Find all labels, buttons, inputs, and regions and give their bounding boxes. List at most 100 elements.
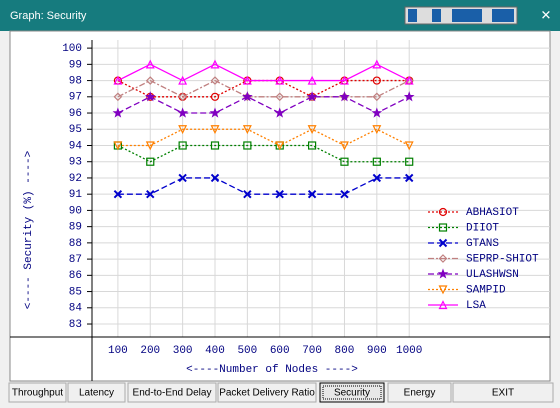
y-tick-label: 83 xyxy=(69,319,82,331)
marker xyxy=(438,207,448,217)
y-tick-label: 85 xyxy=(69,286,82,298)
tab-bar: Throughput Latency End-to-End Delay Packet … xyxy=(8,382,554,403)
x-tick-label: 300 xyxy=(173,345,193,357)
tab-label[interactable]: Energy xyxy=(404,388,436,399)
y-tick-label: 92 xyxy=(69,173,82,185)
marker xyxy=(372,125,382,135)
marker xyxy=(274,107,286,118)
legend-label: SAMPID xyxy=(466,284,506,296)
marker xyxy=(372,76,381,85)
marker xyxy=(242,75,252,85)
marker xyxy=(372,173,382,183)
marker xyxy=(145,59,155,69)
marker xyxy=(438,223,448,232)
y-tick-label: 100 xyxy=(62,43,82,55)
x-tick-label: 800 xyxy=(335,345,355,357)
marker xyxy=(209,107,221,118)
marker xyxy=(178,92,187,102)
y-tick-label: 86 xyxy=(69,270,82,282)
marker xyxy=(145,76,155,85)
tab-label[interactable]: Latency xyxy=(79,388,114,399)
marker xyxy=(404,173,414,183)
marker xyxy=(372,92,382,102)
y-tick-label: 99 xyxy=(69,59,82,71)
y-tick-label: 84 xyxy=(69,303,83,315)
tab[interactable] xyxy=(67,382,126,403)
x-tick-label: 500 xyxy=(237,345,257,357)
tab[interactable] xyxy=(127,382,217,403)
x-tick-label: 600 xyxy=(270,345,290,357)
marker xyxy=(307,189,317,199)
y-tick-label: 90 xyxy=(69,205,82,217)
marker xyxy=(372,157,381,166)
marker xyxy=(403,91,415,102)
marker xyxy=(112,107,124,118)
x-tick-label: 1000 xyxy=(396,345,422,357)
tab-label[interactable]: Throughput xyxy=(12,388,63,399)
toolbar-icons[interactable] xyxy=(404,6,518,25)
y-tick-label: 97 xyxy=(69,92,82,104)
close-button[interactable]: ✕ xyxy=(541,7,552,22)
x-tick-label: 900 xyxy=(367,345,387,357)
x-tick-label: 200 xyxy=(140,345,160,357)
marker xyxy=(438,238,448,248)
marker xyxy=(339,75,349,85)
legend-label: ULASHWSN xyxy=(466,269,519,281)
series-line xyxy=(117,177,410,195)
marker xyxy=(438,300,448,310)
y-axis-label: <---- Security (%) ----> xyxy=(23,151,35,309)
marker xyxy=(275,141,285,151)
y-tick-label: 98 xyxy=(69,75,82,87)
marker xyxy=(404,75,414,85)
series-line xyxy=(117,144,410,163)
marker xyxy=(340,157,349,166)
marker xyxy=(210,76,220,85)
tab[interactable] xyxy=(217,382,317,403)
marker xyxy=(178,125,188,135)
y-tick-label: 94 xyxy=(69,140,83,152)
marker xyxy=(210,125,220,135)
marker xyxy=(242,91,253,102)
marker xyxy=(145,141,155,151)
marker xyxy=(178,173,187,183)
marker xyxy=(438,254,448,263)
y-tick-label: 95 xyxy=(69,124,82,136)
marker xyxy=(113,75,123,85)
tab[interactable] xyxy=(8,382,67,403)
marker xyxy=(405,157,414,166)
tab[interactable] xyxy=(387,382,452,403)
tab[interactable] xyxy=(319,382,385,403)
y-tick-label: 88 xyxy=(69,238,82,250)
window-title: Graph: Security xyxy=(10,10,87,22)
marker xyxy=(210,92,220,101)
x-tick-label: 100 xyxy=(108,345,128,357)
series-line xyxy=(117,79,410,98)
plot: 83 84 85 86 87 88 89 90 91 92 93 94 95 96 97 98 99 100 100… xyxy=(62,40,550,357)
marker xyxy=(146,189,155,199)
marker xyxy=(177,107,188,118)
marker xyxy=(307,125,317,135)
marker xyxy=(438,285,448,295)
x-tick-label: 700 xyxy=(302,345,322,357)
y-tick-label: 89 xyxy=(69,222,82,234)
x-axis-label: <----Number of Nodes ----> xyxy=(186,364,358,376)
tab[interactable] xyxy=(452,382,554,403)
marker xyxy=(339,91,350,102)
marker xyxy=(178,141,187,150)
tab-label[interactable]: Packet Delivery Ratio xyxy=(219,388,315,399)
tab-label[interactable]: End-to-End Delay xyxy=(133,388,212,399)
marker xyxy=(243,141,252,150)
marker xyxy=(307,75,317,85)
marker xyxy=(306,91,318,102)
marker xyxy=(210,59,220,69)
marker xyxy=(144,91,156,102)
marker xyxy=(404,141,414,151)
legend-label: LSA xyxy=(466,300,486,312)
y-tick-label: 96 xyxy=(69,108,82,120)
tab-label[interactable]: EXIT xyxy=(492,388,514,399)
y-tick-label: 91 xyxy=(69,189,83,201)
series-line xyxy=(117,96,410,114)
marker xyxy=(275,75,285,85)
tab-label[interactable]: Security xyxy=(334,388,370,399)
